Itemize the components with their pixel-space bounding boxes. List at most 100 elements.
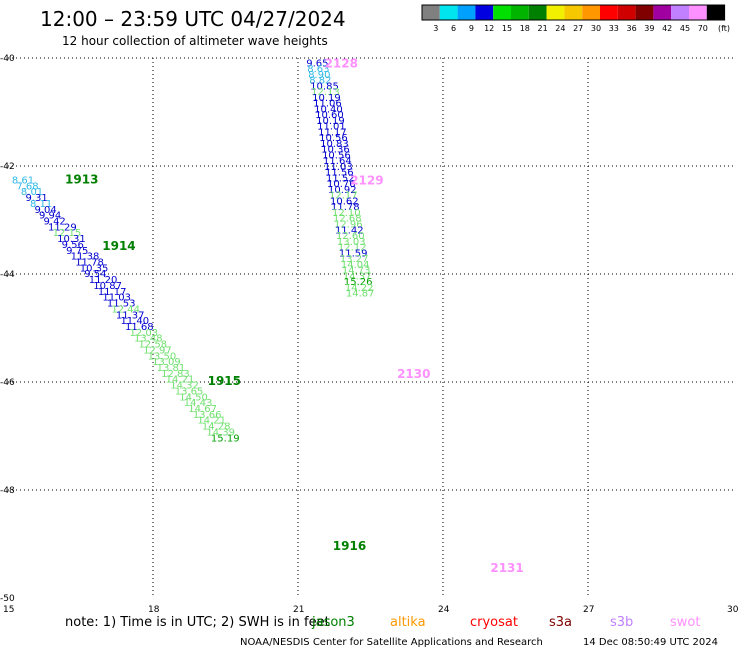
legend-swatch: [422, 5, 440, 20]
legend-swatch: [689, 5, 707, 20]
legend-swatch: [706, 5, 725, 20]
legend-swatch: [528, 5, 547, 20]
wave-height-label: 9.54: [84, 269, 106, 280]
wave-height-label: 13.27: [340, 254, 369, 265]
x-tick-label: 27: [583, 605, 594, 615]
wave-height-label: 8.11: [30, 199, 52, 210]
legend-label: 33: [609, 24, 619, 33]
legend-label: 9: [469, 24, 474, 33]
legend-label: 21: [538, 24, 548, 33]
wave-height-label: 11.06: [313, 99, 342, 110]
legend-label: 18: [520, 24, 530, 33]
satellite-legend: jason3 altika cryosat s3a s3b swot: [311, 615, 700, 630]
wave-height-label: 11.68: [125, 322, 154, 333]
legend-swatch: [564, 5, 583, 20]
legend-label: 6: [451, 24, 456, 33]
legend-label: 30: [591, 24, 601, 33]
legend-label: 45: [680, 24, 690, 33]
generated-timestamp: 14 Dec 08:50:49 UTC 2024: [583, 637, 718, 648]
wave-height-label: 12.15: [53, 228, 82, 239]
wave-height-label: 10.19: [312, 93, 341, 104]
legend-swatch: [635, 5, 654, 20]
wave-height-label: 11.03: [324, 162, 353, 173]
y-tick-label: -42: [0, 162, 15, 172]
wave-height-label: 11.53: [107, 299, 136, 310]
wave-height-label: 9.65: [306, 58, 328, 69]
legend-swatch: [546, 5, 565, 20]
wave-height-label: 12.97: [143, 345, 172, 356]
wave-height-label: 14.43: [184, 398, 213, 409]
wave-height-label: 11.78: [331, 202, 360, 213]
wave-height-label: 9.42: [44, 217, 66, 228]
legend-swatch: [582, 5, 600, 20]
satellite-name-s3a: s3a: [549, 615, 572, 630]
legend-swatch: [600, 5, 618, 20]
pass-number-label: 2130: [397, 367, 430, 381]
wave-height-label: 10.60: [315, 110, 344, 121]
wave-height-label: 13.66: [193, 410, 222, 421]
pass-number-label: 2129: [350, 174, 383, 188]
wave-height-label: 14.50: [179, 392, 208, 403]
legend-label: 27: [573, 24, 583, 33]
wave-height-label: 11.17: [98, 287, 127, 298]
wave-height-label: 9.94: [39, 211, 61, 222]
wave-height-label: 14.39: [206, 427, 235, 438]
wave-height-label: 10.40: [314, 104, 343, 115]
pass-number-label: 1914: [102, 239, 135, 253]
wave-height-label: 9.04: [34, 205, 56, 216]
satellite-name-swot: swot: [670, 615, 700, 630]
legend-swatch: [493, 5, 511, 20]
wave-height-label: 11.59: [339, 248, 368, 259]
legend-swatch: [475, 5, 494, 20]
wave-height-label: 11.56: [325, 168, 354, 179]
satellite-name-altika: altika: [390, 615, 426, 630]
wave-height-label: 12.60: [336, 231, 365, 242]
x-tick-label: 24: [438, 605, 450, 615]
pass-number-label: 1913: [65, 172, 98, 186]
wave-height-label: 11.52: [326, 173, 355, 184]
legend-swatch: [653, 5, 672, 20]
wave-height-label: 14.73: [342, 266, 371, 277]
legend-swatch: [671, 5, 689, 20]
legend-label: 24: [555, 24, 565, 33]
wave-height-values: 8.617.688.019.318.119.049.949.4211.2912.…: [12, 58, 375, 444]
y-tick-label: -50: [0, 594, 15, 604]
wave-height-label: 12.58: [139, 340, 168, 351]
wave-height-label: 10.83: [320, 139, 349, 150]
y-tick-label: -44: [0, 270, 15, 280]
color-legend: 3 6 9 12 15 18 21 24 27 30 33 36 39 42 45 70 (ft): [421, 4, 730, 33]
wave-height-label: 12.44: [111, 304, 140, 315]
wave-height-label: 8.63: [307, 64, 329, 75]
wave-height-label: 10.36: [321, 145, 350, 156]
wave-height-label: 12.12: [338, 243, 367, 254]
wave-height-label: 14.67: [188, 404, 217, 415]
grid-lines: [8, 57, 733, 598]
wave-height-label: 10.62: [330, 196, 359, 207]
wave-height-label: 14.22: [345, 283, 374, 294]
satellite-name-jason3: jason3: [311, 615, 355, 630]
wave-height-label: 12.68: [333, 214, 362, 225]
y-tick-label: -40: [0, 54, 15, 64]
x-tick-label: 30: [727, 605, 739, 615]
legend-border: [421, 4, 726, 21]
wave-height-label: 13.03: [337, 237, 366, 248]
wave-height-label: 12.96: [334, 219, 363, 230]
pass-number-label: 2131: [490, 561, 523, 575]
wave-height-label: 10.35: [80, 263, 109, 274]
wave-height-label: 10.56: [319, 133, 348, 144]
wave-height-label: 11.29: [48, 222, 77, 233]
wave-height-label: 11.03: [102, 293, 131, 304]
wave-height-label: 15.19: [211, 433, 240, 444]
legend-label: 70: [698, 24, 708, 33]
wave-height-label: 8.82: [309, 76, 331, 87]
wave-height-label: 10.85: [310, 81, 339, 92]
pass-number-label: 1915: [208, 374, 241, 388]
wave-height-label: 10.56: [322, 150, 351, 161]
wave-height-label: 13.65: [175, 386, 204, 397]
wave-height-label: 14.87: [346, 289, 375, 300]
legend-label: 36: [627, 24, 637, 33]
legend-label: 12: [484, 24, 494, 33]
legend-swatch: [617, 5, 636, 20]
wave-height-label: 11.17: [318, 127, 347, 138]
